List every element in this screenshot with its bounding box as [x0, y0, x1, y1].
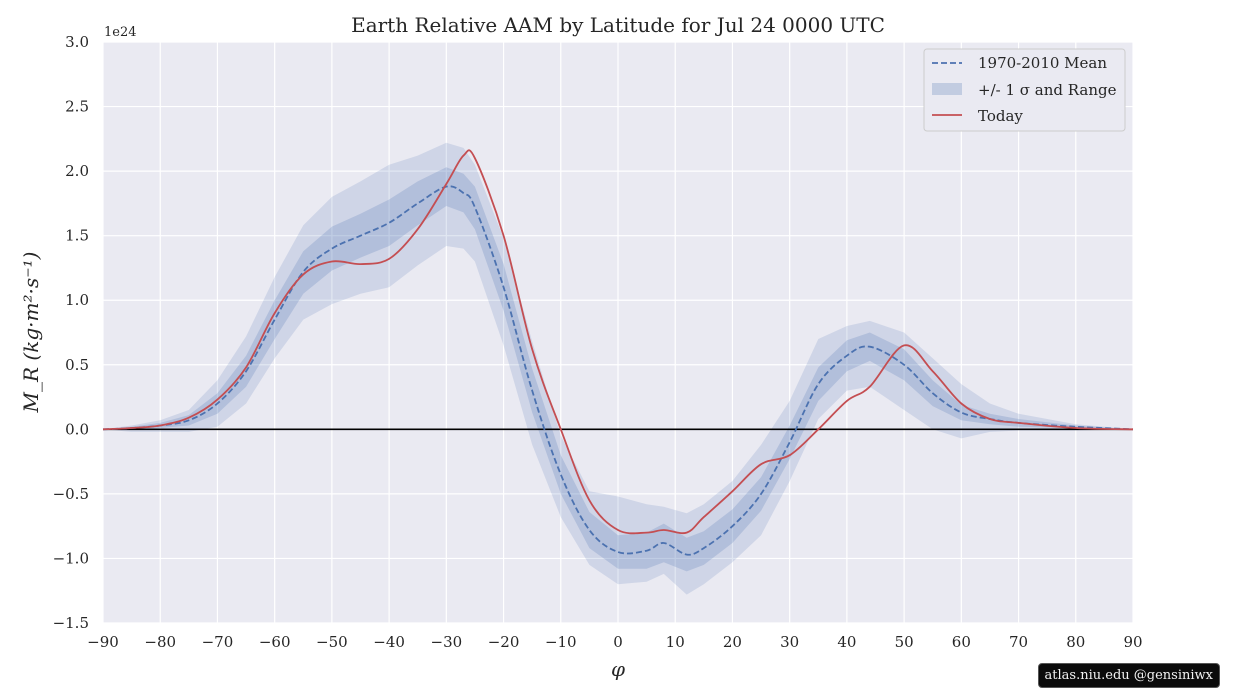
y-tick-label: 1.5 — [65, 227, 89, 245]
x-tick-labels: −90 −80 −70 −60 −50 −40 −30 −20 −10 0 10 20 30 40 50 60… — [87, 633, 1142, 651]
x-tick-label: 0 — [613, 633, 623, 651]
x-tick-label: 30 — [780, 633, 799, 651]
x-tick-label: 20 — [723, 633, 742, 651]
y-tick-label: −1.5 — [53, 614, 89, 632]
x-tick-label: −80 — [144, 633, 176, 651]
grid-lines — [102, 41, 1134, 624]
x-axis-label: φ — [611, 657, 625, 681]
y-tick-label: 0.5 — [65, 356, 89, 374]
x-tick-label: 70 — [1009, 633, 1028, 651]
x-tick-label: 60 — [952, 633, 971, 651]
y-tick-label: 0.0 — [65, 420, 89, 438]
chart-title: Earth Relative AAM by Latitude for Jul 2… — [351, 13, 885, 37]
x-tick-label: −30 — [431, 633, 463, 651]
x-tick-label: 80 — [1066, 633, 1085, 651]
y-multiplier: 1e24 — [104, 25, 137, 40]
legend-mean-label: 1970-2010 Mean — [978, 54, 1107, 72]
x-tick-label: 10 — [666, 633, 685, 651]
x-tick-label: −90 — [87, 633, 119, 651]
legend-box — [923, 48, 1126, 132]
credit-badge[interactable]: atlas.niu.edu @gensiniwx — [1037, 663, 1220, 688]
legend-band-swatch — [932, 83, 962, 95]
today-line — [102, 149, 1134, 535]
legend-band-label: +/- 1 σ and Range — [978, 81, 1117, 99]
y-tick-labels: −1.5 −1.0 −0.5 0.0 0.5 1.0 1.5 2.0 2.5 3.0 — [53, 33, 89, 632]
x-tick-label: −50 — [316, 633, 348, 651]
x-tick-label: −20 — [488, 633, 520, 651]
y-tick-label: 2.0 — [65, 162, 89, 180]
mean-line — [102, 185, 1134, 556]
x-tick-label: −10 — [545, 633, 577, 651]
x-tick-label: 40 — [837, 633, 856, 651]
range-band — [103, 142, 1133, 595]
y-tick-label: −1.0 — [53, 549, 89, 567]
x-tick-label: 90 — [1123, 633, 1142, 651]
y-axis-label: M_R (kg·m²·s⁻¹) — [19, 252, 43, 414]
x-tick-label: −70 — [202, 633, 234, 651]
legend: 1970-2010 Mean +/- 1 σ and Range Today — [923, 48, 1126, 132]
spread-bands — [103, 142, 1133, 595]
y-tick-label: 3.0 — [65, 33, 89, 51]
legend-today-label: Today — [978, 107, 1023, 125]
x-tick-label: 50 — [895, 633, 914, 651]
x-tick-label: −60 — [259, 633, 291, 651]
y-tick-label: −0.5 — [53, 485, 89, 503]
y-tick-label: 1.0 — [65, 291, 89, 309]
y-tick-label: 2.5 — [65, 98, 89, 116]
x-tick-label: −40 — [373, 633, 405, 651]
series-lines — [102, 149, 1134, 556]
